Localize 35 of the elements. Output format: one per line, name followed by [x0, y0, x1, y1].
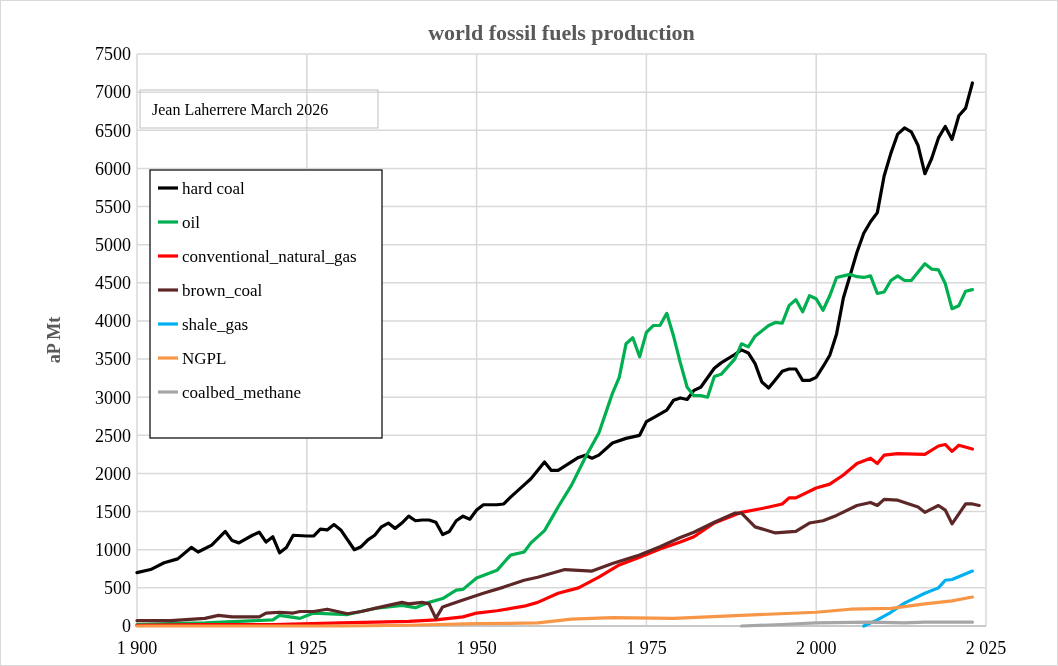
y-axis-title: aP Mt	[44, 316, 64, 364]
x-tick-label: 1 975	[626, 638, 667, 658]
y-tick-label: 500	[104, 578, 131, 599]
annotation: Jean Laherrere March 2026	[152, 101, 329, 118]
x-tick-label: 1 925	[286, 638, 328, 658]
line-series	[135, 81, 975, 575]
y-tick-label: 2500	[95, 425, 131, 446]
y-tick-label: 6500	[95, 120, 131, 141]
x-tick-label: 1 900	[116, 638, 158, 658]
y-tick-label: 5500	[95, 196, 131, 217]
x-tick-label: 1 950	[456, 638, 497, 658]
legend-label: oil	[182, 212, 201, 232]
y-tick-label: 6000	[95, 158, 131, 179]
y-tick-label: 4500	[95, 273, 131, 294]
line-series	[135, 497, 981, 623]
y-tick-label: 5000	[95, 234, 131, 255]
y-tick-label: 1500	[95, 501, 131, 522]
y-tick-label: 4000	[95, 311, 131, 332]
y-tick-label: 1000	[95, 540, 131, 561]
legend-label: coalbed_methane	[182, 382, 301, 402]
legend-label: shale_gas	[182, 314, 249, 334]
y-tick-label: 0	[122, 616, 131, 637]
y-tick-label: 2000	[95, 463, 131, 484]
chart-title: world fossil fuels production	[428, 20, 695, 45]
x-tick-label: 2 000	[795, 638, 837, 658]
y-tick-label: 3500	[95, 349, 131, 370]
y-tick-label: 7500	[95, 44, 131, 65]
legend-label: hard coal	[182, 178, 246, 198]
legend-label: brown_coal	[182, 280, 263, 300]
legend-label: NGPL	[182, 348, 227, 368]
y-tick-label: 7000	[95, 82, 131, 103]
line-series	[135, 595, 975, 628]
y-tick-label: 3000	[95, 387, 131, 408]
legend-label: conventional_natural_gas	[182, 246, 357, 266]
x-tick-label: 2 025	[965, 638, 1007, 658]
